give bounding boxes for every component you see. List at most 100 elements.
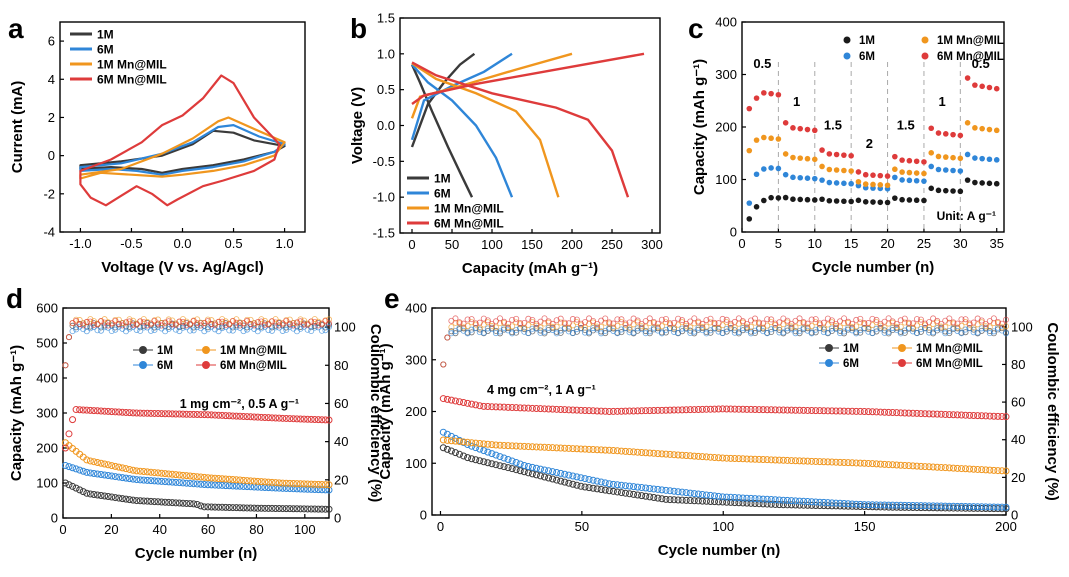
capacity-point bbox=[917, 504, 925, 512]
ce-point bbox=[283, 324, 290, 331]
capacity-point bbox=[601, 446, 609, 454]
capacity-point bbox=[775, 406, 783, 414]
ce-point bbox=[212, 322, 219, 329]
capacity-point bbox=[243, 413, 251, 421]
ce-point bbox=[204, 324, 211, 331]
capacity-point bbox=[638, 492, 646, 500]
capacity-point bbox=[218, 411, 226, 419]
capacity-point bbox=[282, 414, 290, 422]
data-point bbox=[753, 204, 760, 210]
ce-point bbox=[496, 330, 503, 337]
ce-point bbox=[938, 320, 945, 327]
ce-point bbox=[115, 316, 122, 323]
capacity-point bbox=[642, 492, 650, 500]
capacity-point bbox=[492, 403, 500, 411]
capacity-point bbox=[921, 463, 929, 471]
legend-label: 1M Mn@MIL bbox=[220, 345, 287, 357]
capacity-point bbox=[889, 501, 897, 509]
capacity-point bbox=[775, 501, 783, 509]
capacity-point bbox=[937, 502, 945, 510]
capacity-point bbox=[702, 491, 710, 499]
capacity-point bbox=[719, 454, 727, 462]
ce-point bbox=[634, 317, 641, 324]
ce-point bbox=[219, 323, 226, 330]
ce-point bbox=[452, 315, 459, 322]
capacity-point bbox=[731, 454, 739, 462]
x-tick-label: 30 bbox=[953, 236, 967, 251]
ce-point bbox=[101, 319, 108, 326]
data-point bbox=[775, 91, 782, 98]
capacity-point bbox=[585, 407, 593, 415]
capacity-point bbox=[840, 407, 848, 415]
data-point bbox=[921, 170, 927, 177]
ce-point bbox=[650, 318, 657, 325]
data-point bbox=[848, 152, 854, 159]
capacity-point bbox=[974, 503, 982, 511]
ce-point bbox=[269, 318, 276, 325]
data-point bbox=[797, 155, 804, 161]
capacity-point bbox=[496, 453, 504, 461]
capacity-point bbox=[787, 457, 795, 465]
data-point bbox=[950, 131, 956, 138]
capacity-point bbox=[597, 478, 605, 486]
ce-point bbox=[169, 321, 176, 328]
capacity-point bbox=[215, 475, 223, 483]
capacity-point bbox=[136, 476, 144, 484]
capacity-point bbox=[970, 411, 978, 419]
ce-point bbox=[509, 330, 516, 337]
ce-point bbox=[881, 318, 888, 325]
data-point bbox=[826, 179, 833, 186]
capacity-point bbox=[844, 407, 852, 415]
capacity-point bbox=[126, 475, 134, 483]
capacity-point bbox=[553, 476, 561, 484]
capacity-point bbox=[925, 410, 933, 418]
capacity-point bbox=[682, 452, 690, 460]
capacity-point bbox=[982, 412, 990, 420]
capacity-point bbox=[536, 443, 544, 451]
ce-point bbox=[283, 326, 290, 333]
capacity-point bbox=[747, 499, 755, 507]
capacity-point bbox=[289, 415, 297, 423]
x-tick-label: 10 bbox=[808, 236, 822, 251]
data-point bbox=[892, 153, 898, 160]
ce-point bbox=[140, 322, 147, 329]
ce-point bbox=[101, 316, 108, 323]
data-point bbox=[819, 177, 825, 183]
data-point bbox=[790, 196, 796, 202]
capacity-point bbox=[468, 439, 476, 447]
capacity-point bbox=[229, 476, 237, 484]
y-tick-label: 200 bbox=[36, 441, 58, 456]
data-point bbox=[957, 168, 964, 174]
ce-point bbox=[452, 328, 459, 335]
capacity-point bbox=[496, 462, 504, 470]
capacity-point bbox=[532, 405, 540, 413]
capacity-point bbox=[808, 501, 816, 509]
x-tick-label: 200 bbox=[995, 519, 1017, 534]
capacity-point bbox=[147, 497, 155, 505]
ce-point bbox=[219, 325, 226, 332]
capacity-point bbox=[561, 406, 569, 414]
ce-point bbox=[325, 316, 332, 323]
capacity-point bbox=[111, 473, 119, 481]
capacity-point bbox=[917, 502, 925, 510]
capacity-point bbox=[897, 409, 905, 417]
data-point bbox=[797, 174, 804, 181]
ce-point bbox=[69, 328, 76, 335]
ce-point bbox=[687, 324, 694, 331]
ce-point bbox=[244, 326, 251, 333]
capacity-point bbox=[824, 407, 832, 415]
capacity-point bbox=[229, 504, 237, 512]
capacity-point bbox=[476, 445, 484, 453]
ce-point bbox=[176, 318, 183, 325]
capacity-point bbox=[897, 501, 905, 509]
capacity-point bbox=[311, 480, 319, 488]
capacity-point bbox=[79, 406, 87, 414]
capacity-point bbox=[626, 407, 634, 415]
capacity-point bbox=[190, 500, 198, 508]
y2-tick-label: 0 bbox=[334, 511, 341, 526]
y-tick-label: 0.0 bbox=[377, 118, 395, 133]
ce-point bbox=[147, 327, 154, 334]
capacity-point bbox=[168, 470, 176, 478]
capacity-point bbox=[282, 484, 290, 492]
